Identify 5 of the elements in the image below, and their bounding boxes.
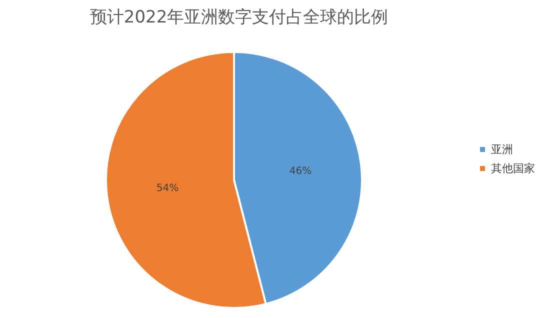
legend-label: 亚洲 xyxy=(491,143,513,156)
data-label: 54% xyxy=(156,182,179,194)
legend-label: 其他国家 xyxy=(491,162,535,175)
chart-title: 预计2022年亚洲数字支付占全球的比例 xyxy=(90,8,388,28)
data-label: 46% xyxy=(289,166,312,178)
